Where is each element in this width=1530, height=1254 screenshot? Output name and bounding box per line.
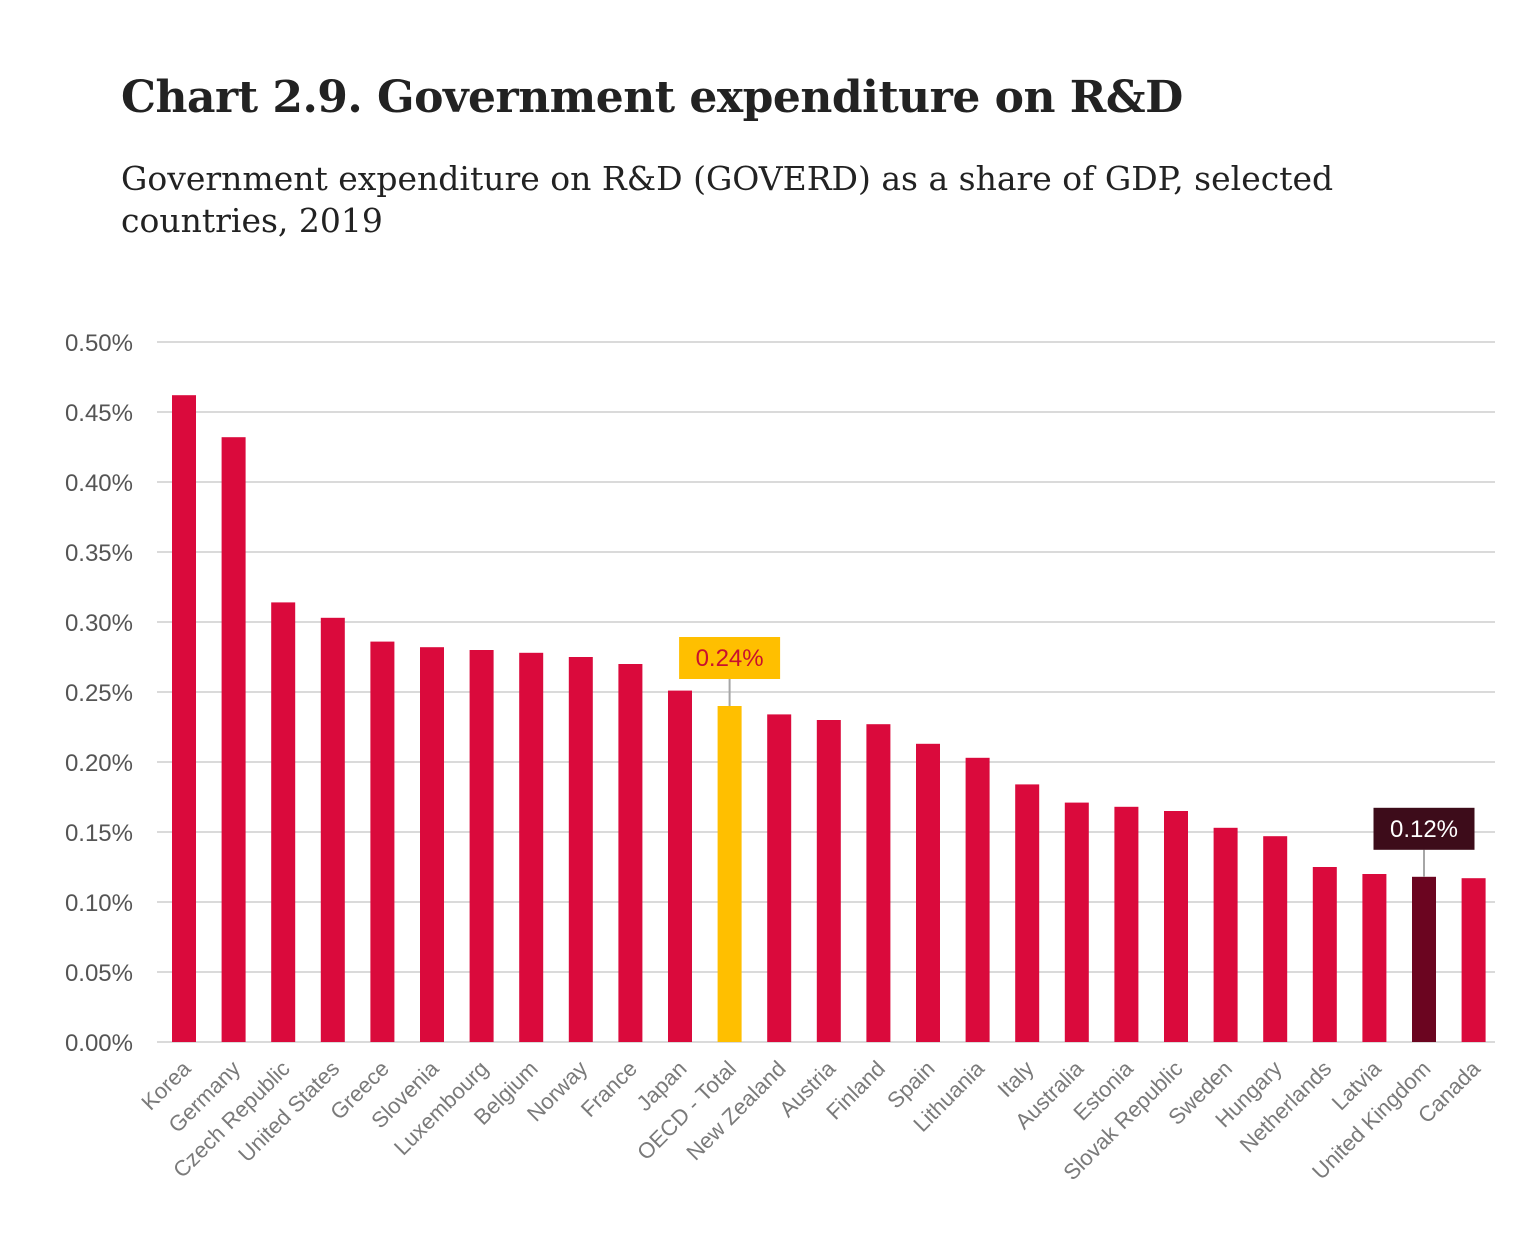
annotation-box <box>1373 807 1475 850</box>
bar-germany <box>221 437 246 1042</box>
y-tick-label: 0.40% <box>65 470 133 497</box>
bar-netherlands <box>1312 867 1337 1042</box>
bar-estonia <box>1114 806 1139 1042</box>
bar-korea <box>172 395 196 1042</box>
bar-new-zealand <box>767 714 792 1042</box>
bar-japan <box>668 690 692 1042</box>
bar-latvia <box>1362 874 1387 1042</box>
y-tick-label: 0.00% <box>65 1030 133 1057</box>
bar-france <box>618 664 643 1042</box>
x-tick-label: France <box>576 1056 642 1122</box>
bar-australia <box>1064 802 1089 1042</box>
bar-finland <box>866 724 891 1042</box>
bar-slovak-republic <box>1164 811 1188 1042</box>
bar-sweden <box>1213 827 1238 1042</box>
y-tick-label: 0.15% <box>65 820 133 847</box>
bar-lithuania <box>965 757 990 1042</box>
y-tick-label: 0.10% <box>65 890 133 917</box>
y-tick-label: 0.25% <box>65 680 133 707</box>
bar-austria <box>816 720 841 1042</box>
chart-subtitle: Government expenditure on R&D (GOVERD) a… <box>121 159 1334 240</box>
y-tick-label: 0.20% <box>65 750 133 777</box>
annotation-label: 0.12% <box>1390 816 1458 843</box>
bar-luxembourg <box>469 650 494 1042</box>
bar-hungary <box>1263 836 1288 1042</box>
chart-title: Chart 2.9. Government expenditure on R&D <box>121 72 1183 123</box>
y-axis-tick-labels: 0.00% 0.05% 0.10% 0.15% 0.20% 0.25% 0.30% 0.35%… <box>65 330 133 1057</box>
bar-slovenia <box>420 647 444 1042</box>
y-tick-label: 0.45% <box>65 400 133 427</box>
bar-belgium <box>519 652 544 1042</box>
bar-canada <box>1461 878 1486 1042</box>
annotation-box <box>679 637 781 679</box>
bar-italy <box>1015 784 1040 1042</box>
annotation-label: 0.24% <box>696 645 764 672</box>
bar-norway <box>568 657 593 1042</box>
bar-oecd-total <box>717 706 742 1042</box>
bar-spain <box>916 743 940 1042</box>
y-tick-label: 0.30% <box>65 610 133 637</box>
y-tick-label: 0.05% <box>65 960 133 987</box>
bars <box>172 395 1486 1042</box>
y-tick-label: 0.35% <box>65 540 133 567</box>
annotations: 0.24% 0.12% <box>679 637 1475 877</box>
bar-czech-republic <box>271 602 296 1042</box>
y-tick-label: 0.50% <box>65 330 133 357</box>
bar-united-kingdom <box>1412 876 1436 1042</box>
bar-united-states <box>320 617 345 1042</box>
bar-greece <box>370 641 395 1042</box>
